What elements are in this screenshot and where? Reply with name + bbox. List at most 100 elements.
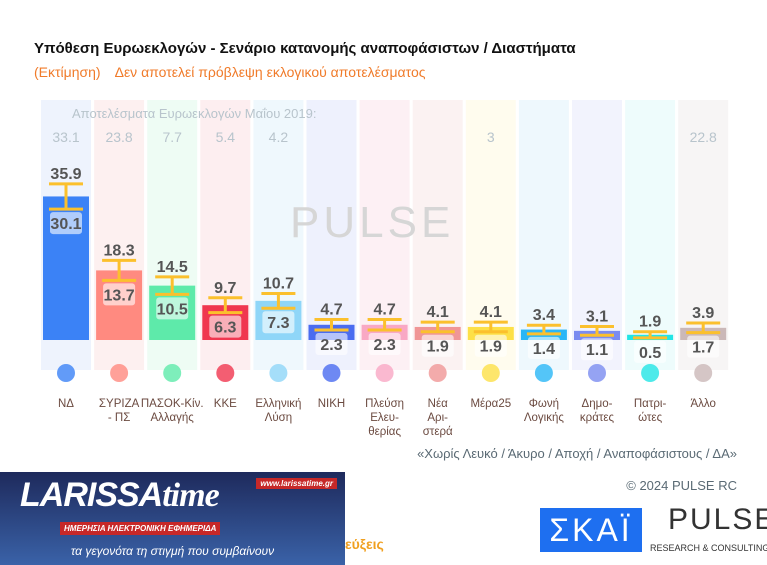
category-label: ΠΑΣΟΚ-Κίν. bbox=[141, 398, 204, 410]
party-logo-icon bbox=[694, 364, 713, 382]
high-label: 18.3 bbox=[104, 242, 135, 259]
ref-2019-value: 4.2 bbox=[269, 129, 289, 145]
larissatime-url: www.larissatime.gr bbox=[256, 478, 337, 489]
low-label-box bbox=[50, 212, 82, 235]
party-logo-icon bbox=[428, 364, 447, 382]
category-label: ΣΥΡΙΖΑ bbox=[99, 398, 140, 410]
low-label-box bbox=[581, 338, 613, 361]
high-label: 4.7 bbox=[320, 302, 342, 319]
ref-2019-value: 33.1 bbox=[52, 129, 79, 145]
high-label: 1.9 bbox=[639, 314, 661, 331]
party-logo-icon bbox=[534, 364, 553, 382]
ref-2019-value: 7.7 bbox=[162, 129, 182, 145]
high-label: 14.5 bbox=[157, 259, 188, 276]
low-label: 30.1 bbox=[50, 216, 81, 233]
party-logo-icon bbox=[216, 364, 235, 382]
category-label: - ΠΣ bbox=[108, 412, 130, 424]
low-label-box bbox=[156, 297, 189, 320]
low-label: 1.9 bbox=[427, 339, 449, 356]
party-logo-icon bbox=[588, 364, 606, 382]
party-logo-icon bbox=[322, 364, 341, 382]
low-label: 10.5 bbox=[157, 301, 188, 318]
party-logo-icon bbox=[269, 364, 288, 382]
ref-2019-value: 3 bbox=[487, 129, 495, 145]
footnote: «Χωρίς Λευκό / Άκυρο / Αποχή / Αναποφάσι… bbox=[417, 446, 737, 461]
chart-title: Υπόθεση Ευρωεκλογών - Σενάριο κατανομής … bbox=[34, 40, 576, 57]
category-label: θερίας bbox=[368, 426, 401, 438]
party-logo-icon bbox=[110, 364, 129, 382]
category-label: Λύση bbox=[265, 412, 292, 424]
category-label: Νέα bbox=[428, 398, 448, 410]
category-label: κράτες bbox=[580, 412, 615, 424]
subtitle-estimate: (Εκτίμηση) bbox=[34, 64, 101, 80]
chart-subtitle: (Εκτίμηση) Δεν αποτελεί πρόβλεψη εκλογικο… bbox=[34, 64, 440, 80]
low-label-box bbox=[687, 335, 720, 358]
category-label: Μέρα25 bbox=[470, 398, 511, 410]
low-label: 2.3 bbox=[373, 337, 395, 354]
party-logo-icon bbox=[641, 364, 660, 382]
ref-2019-value: 23.8 bbox=[105, 129, 132, 145]
category-label: Αρι- bbox=[427, 412, 448, 424]
skai-logo: ΣΚΑΪ bbox=[540, 508, 642, 552]
pulse-name: PULSE bbox=[668, 503, 767, 536]
low-label: 1.9 bbox=[480, 339, 502, 356]
category-label: Πατρι- bbox=[634, 398, 667, 410]
partial-text: εύξεις bbox=[345, 536, 384, 552]
pulse-sub: RESEARCH & CONSULTING bbox=[650, 543, 767, 553]
ref-2019-value: 5.4 bbox=[216, 129, 236, 145]
party-logo-icon bbox=[57, 364, 75, 382]
category-label: Άλλο bbox=[690, 398, 715, 410]
category-label: Πλεύση bbox=[365, 398, 404, 410]
subtitle-disclaimer: Δεν αποτελεί πρόβλεψη εκλογικού αποτελέσ… bbox=[114, 64, 426, 80]
low-label: 7.3 bbox=[267, 315, 289, 332]
category-label: Ελευ- bbox=[370, 412, 399, 424]
category-label: Φωνή bbox=[529, 398, 559, 410]
larissatime-banner[interactable]: LARISSAtime www.larissatime.gr ΗΜΕΡΗΣΙΑ … bbox=[0, 472, 345, 565]
low-label-box bbox=[527, 336, 560, 359]
ref-2019-value: 22.8 bbox=[690, 129, 717, 145]
low-label-box bbox=[474, 334, 507, 357]
category-label: Ελληνική bbox=[255, 398, 301, 410]
pulse-logo: PULSE RESEARCH & CONSULTING bbox=[650, 503, 767, 563]
category-label: ΝΙΚΗ bbox=[318, 398, 345, 410]
category-label: στερά bbox=[423, 426, 453, 438]
low-label-box bbox=[368, 332, 401, 355]
watermark: PULSE bbox=[290, 198, 455, 247]
low-label: 1.4 bbox=[533, 341, 555, 358]
high-label: 9.7 bbox=[214, 280, 236, 297]
category-label: ώτες bbox=[638, 412, 662, 424]
category-label: Δημο- bbox=[582, 398, 613, 410]
party-logo-icon bbox=[163, 364, 182, 382]
larissatime-tag: ΗΜΕΡΗΣΙΑ ΗΛΕΚΤΡΟΝΙΚΗ ΕΦΗΜΕΡΙΔΑ bbox=[60, 522, 221, 535]
column-background bbox=[625, 100, 676, 370]
low-label-box bbox=[315, 332, 348, 355]
high-label: 3.1 bbox=[586, 309, 608, 326]
high-label: 3.4 bbox=[533, 307, 555, 324]
high-label: 4.1 bbox=[427, 304, 449, 321]
larissatime-logo: LARISSAtime bbox=[20, 476, 220, 514]
reference-label: Αποτελέσματα Ευρωεκλογών Μαΐου 2019: bbox=[72, 106, 317, 121]
low-label-box bbox=[209, 315, 242, 338]
low-label: 1.7 bbox=[692, 340, 714, 357]
party-logo-icon bbox=[481, 364, 500, 382]
column-background bbox=[572, 100, 622, 370]
low-label: 1.1 bbox=[586, 342, 608, 359]
copyright: © 2024 PULSE RC bbox=[626, 478, 737, 493]
low-label-box bbox=[634, 340, 667, 363]
larissatime-slogan: τα γεγονότα τη στιγμή που συμβαίνουν bbox=[70, 544, 275, 558]
high-label: 4.7 bbox=[373, 302, 395, 319]
category-label: Λογικής bbox=[524, 412, 565, 424]
category-label: Αλλαγής bbox=[151, 412, 195, 424]
high-label: 3.9 bbox=[692, 305, 714, 322]
low-label: 6.3 bbox=[214, 320, 236, 337]
low-label-box bbox=[103, 283, 136, 306]
high-label: 35.9 bbox=[50, 166, 81, 183]
low-label: 0.5 bbox=[639, 345, 661, 362]
party-logo-icon bbox=[375, 364, 394, 382]
low-label: 13.7 bbox=[104, 287, 135, 304]
low-label: 2.3 bbox=[320, 337, 342, 354]
low-label-box bbox=[262, 311, 295, 334]
category-label: ΚΚΕ bbox=[214, 398, 237, 410]
category-label: ΝΔ bbox=[58, 398, 74, 410]
